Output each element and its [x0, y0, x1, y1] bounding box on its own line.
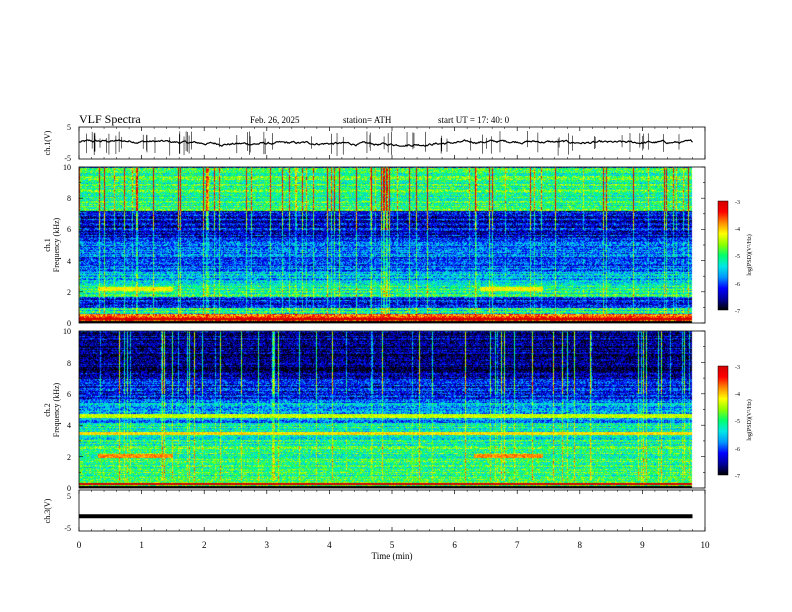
ch1-spectrogram-panel: 10 8 6 4 2 0 ch.1 Frequency (kHz): [43, 163, 706, 328]
ch2-cbar-tick-7: -7: [735, 474, 740, 480]
ch1-voltage-frame: [78, 126, 706, 160]
ch1-freq-tick-10: 10: [63, 163, 71, 172]
ch2-freq-tick-8: 8: [67, 359, 71, 368]
date-label: Feb. 26, 2025: [250, 115, 300, 125]
ch1-cbar-tick-3: -3: [735, 200, 740, 206]
ch1-channel-label: ch.1: [43, 238, 52, 252]
ch2-freq-tick-6: 6: [67, 390, 71, 399]
time-tick-6: 6: [452, 540, 457, 550]
ch1-freq-tick-4: 4: [67, 257, 71, 266]
time-axis-label: Time (min): [372, 551, 413, 561]
ch1-voltage-ylabel: ch.1(V): [43, 130, 52, 155]
ch3-voltage-panel: 5 -5 ch.3(V): [43, 489, 706, 533]
ch1-frequency-ylabel: Frequency (kHz): [52, 217, 61, 272]
ch2-cbar-tick-6: -6: [735, 447, 740, 453]
ch2-spectrogram-panel: 10 8 6 4 2 0 ch.2 Frequency (kHz): [43, 327, 706, 493]
time-tick-9: 9: [640, 540, 645, 550]
time-tick-8: 8: [578, 540, 583, 550]
ch1-voltage-spikes: [86, 131, 680, 156]
ch1-cbar-tick-4: -4: [735, 227, 740, 233]
time-tick-2: 2: [202, 540, 207, 550]
ch3-ytick-bottom: -5: [64, 524, 71, 533]
ch2-spectrogram-image: [79, 331, 705, 488]
ch2-frequency-ylabel: Frequency (kHz): [52, 382, 61, 437]
time-tick-4: 4: [327, 540, 332, 550]
ch1-spectrogram-image: [79, 167, 705, 323]
ch1-voltage-trace: [78, 139, 693, 147]
figure-title: VLF Spectra: [79, 112, 141, 126]
ch1-voltage-ticks: [78, 127, 706, 159]
ch2-cbar-tick-3: -3: [735, 365, 740, 371]
time-tick-3: 3: [265, 540, 270, 550]
ch1-freq-tick-6: 6: [67, 225, 71, 234]
ch2-freq-tick-4: 4: [67, 421, 71, 430]
ch2-colorbar: -3 -4 -5 -6 -7 log(PSD)(V²/Hz): [717, 365, 753, 480]
ch1-ytick-bottom: -5: [64, 154, 71, 163]
ch1-freq-tick-2: 2: [67, 288, 71, 297]
ch1-colorbar-label: log(PSD)(V²/Hz): [746, 234, 753, 275]
time-tick-0: 0: [77, 540, 82, 550]
time-tick-7: 7: [515, 540, 520, 550]
ch3-voltage-ticks: [78, 490, 706, 531]
ch3-ytick-top: 5: [67, 492, 71, 501]
ch2-frequency-ticks: [79, 330, 705, 489]
station-label: station= ATH: [343, 115, 392, 125]
time-tick-1: 1: [139, 540, 144, 550]
ch2-colorbar-gradient: [717, 365, 729, 476]
ch2-cbar-tick-4: -4: [735, 392, 740, 398]
start-ut-label: start UT = 17: 40: 0: [438, 115, 510, 125]
ch1-cbar-tick-7: -7: [735, 309, 740, 315]
ch1-cbar-tick-5: -5: [735, 254, 740, 260]
ch3-voltage-ylabel: ch.3(V): [43, 498, 52, 523]
ch1-freq-tick-0: 0: [67, 319, 71, 328]
ch3-voltage-frame: [78, 489, 706, 532]
ch2-freq-tick-2: 2: [67, 453, 71, 462]
ch1-ytick-top: 5: [67, 123, 71, 132]
ch2-freq-tick-10: 10: [63, 327, 71, 336]
time-tick-10: 10: [701, 540, 711, 550]
ch1-voltage-panel: 5 -5 ch.1(V): [43, 123, 706, 163]
time-axis: 0 1 2 3 4 5 6 7 8 9 10 Time (min): [77, 540, 710, 561]
ch1-colorbar: -3 -4 -5 -6 -7 log(PSD)(V²/Hz): [717, 200, 753, 315]
ch1-cbar-tick-6: -6: [735, 282, 740, 288]
ch1-frequency-ticks: [79, 166, 705, 324]
time-tick-5: 5: [390, 540, 395, 550]
ch1-freq-tick-8: 8: [67, 194, 71, 203]
ch2-channel-label: ch.2: [43, 403, 52, 417]
ch2-freq-tick-0: 0: [67, 484, 71, 493]
ch1-colorbar-gradient: [717, 200, 729, 311]
ch2-colorbar-label: log(PSD)(V²/Hz): [746, 399, 753, 440]
ch2-cbar-tick-5: -5: [735, 419, 740, 425]
